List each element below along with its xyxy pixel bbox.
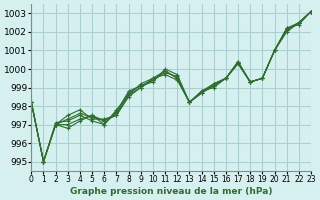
X-axis label: Graphe pression niveau de la mer (hPa): Graphe pression niveau de la mer (hPa) bbox=[70, 187, 272, 196]
